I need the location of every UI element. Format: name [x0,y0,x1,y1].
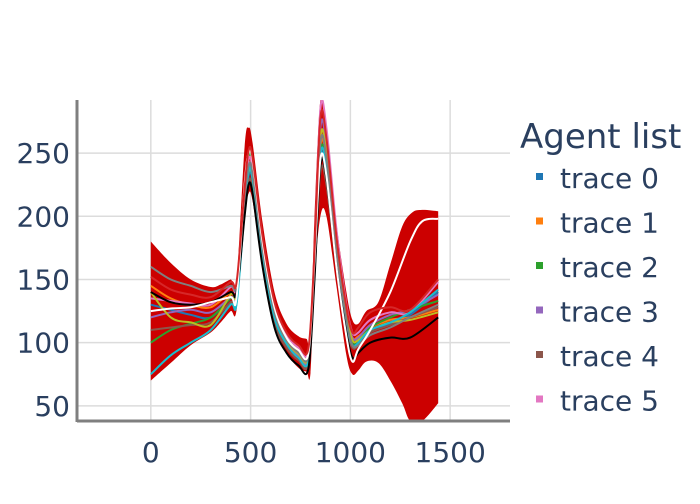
legend-label: trace 2 [560,251,659,284]
x-tick-label: 500 [224,436,277,469]
legend-item[interactable]: trace 5 [536,385,659,418]
grid [77,100,510,421]
legend-title: Agent list [520,117,681,157]
y-tick-label: 50 [34,390,70,423]
legend-label: trace 3 [560,296,659,329]
legend-swatch [536,217,543,225]
series-line-8 [150,134,439,363]
legend-label: trace 1 [560,207,659,240]
legend-swatch [536,262,543,269]
legend-swatch [536,173,543,180]
tick-labels: 0 500 1000 1500 50 100 150 200 250 [17,137,486,469]
y-tick-label: 250 [17,137,70,170]
plot-area [150,100,439,421]
series-line-7 [150,146,439,375]
y-tick-label: 150 [17,263,70,296]
legend-item[interactable]: trace 0 [536,162,659,195]
legend-item[interactable]: trace 1 [536,207,659,240]
series-line-11 [150,109,439,356]
series-line-9 [150,156,439,376]
legend-swatch [536,351,543,358]
envelope-band [150,100,439,421]
legend-label: trace 0 [560,162,659,195]
axes [75,100,510,423]
y-tick-label: 200 [17,200,70,233]
legend-item[interactable]: trace 4 [536,340,659,373]
legend-item[interactable]: trace 3 [536,296,659,329]
y-tick-label: 100 [17,327,70,360]
x-tick-label: 0 [142,436,160,469]
x-tick-label: 1000 [315,436,386,469]
legend-swatch [536,395,543,403]
legend-swatch [536,306,543,314]
legend[interactable]: Agent list trace 0 trace 1 trace 2 trace 3 t… [520,117,681,418]
legend-label: trace 5 [560,385,659,418]
legend-label: trace 4 [560,340,659,373]
series-line-10 [150,148,439,363]
x-tick-label: 1500 [415,436,486,469]
legend-item[interactable]: trace 2 [536,251,659,284]
